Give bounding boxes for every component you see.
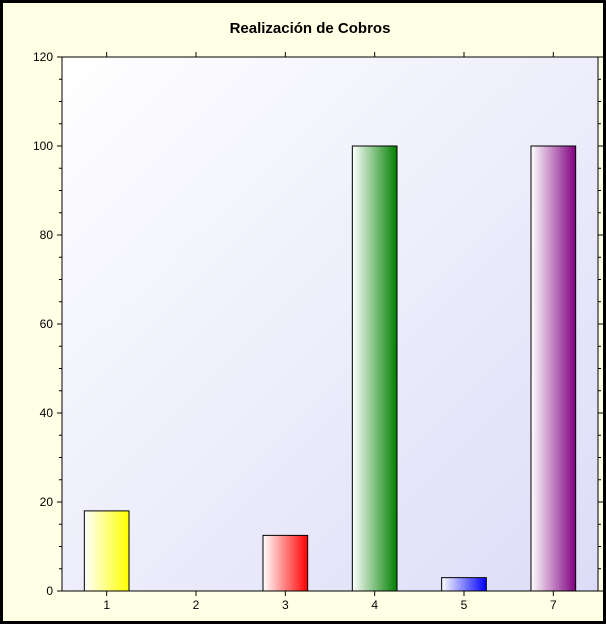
x-tick-label: 3: [282, 598, 289, 612]
y-tick-label: 100: [33, 139, 53, 153]
x-tick-label: 5: [461, 598, 468, 612]
bar-3: [262, 534, 309, 592]
bar-4: [351, 145, 398, 592]
y-tick-label: 60: [40, 317, 54, 331]
bar-1: [83, 510, 130, 592]
x-tick-label: 4: [371, 598, 378, 612]
y-tick-label: 0: [46, 584, 53, 598]
bar-chart: Realización de Cobros 0 20 40 60 80 100 120 1 2…: [33, 20, 603, 612]
y-tick-label: 20: [40, 495, 54, 509]
x-tick-label: 7: [550, 598, 557, 612]
chart-title: Realización de Cobros: [230, 20, 391, 37]
plot-area: [61, 56, 599, 592]
y-tick-label: 80: [40, 228, 54, 242]
y-axis: 0 20 40 60 80 100 120: [33, 50, 603, 598]
bar-7: [530, 145, 577, 592]
x-axis: 1 2 3 4 5 7: [103, 52, 557, 612]
bar-5: [441, 577, 487, 592]
x-tick-label: 1: [103, 598, 110, 612]
bars: [83, 145, 577, 592]
y-tick-label: 120: [33, 50, 53, 64]
x-tick-label: 2: [193, 598, 200, 612]
y-tick-label: 40: [40, 406, 54, 420]
